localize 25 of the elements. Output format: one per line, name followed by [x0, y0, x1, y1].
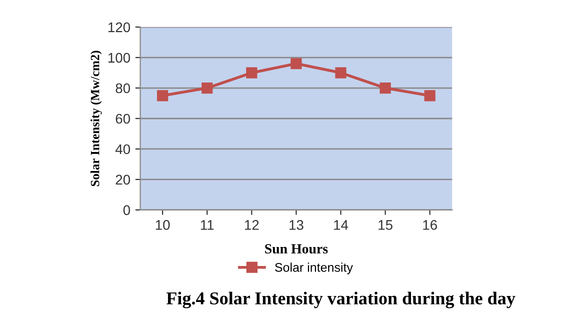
x-tick-label: 13	[290, 220, 304, 230]
y-tick-label: 0	[123, 205, 130, 216]
x-axis-title: Sun Hours	[265, 244, 328, 254]
y-tick-label: 100	[108, 52, 130, 63]
x-tick-label: 16	[423, 220, 437, 230]
point	[246, 67, 258, 78]
text: Fig.4 Solar Intensity variation during the day	[166, 292, 516, 308]
y-axis-title: Solar Intensity (Mw/cm2)	[90, 50, 102, 186]
point	[157, 90, 168, 102]
x-tick-label: 10	[156, 220, 170, 230]
point	[424, 90, 436, 102]
x-tick-label: 14	[334, 220, 348, 230]
point	[335, 67, 346, 78]
y-tick-label: 120	[108, 22, 130, 32]
x-tick-label: 15	[378, 220, 392, 230]
y-tick-label: 40	[115, 144, 130, 154]
y-tick-label: 60	[116, 114, 130, 124]
legend-label: Solar intensity	[275, 262, 353, 274]
x-tick-label: 11	[200, 220, 214, 230]
point	[290, 58, 302, 70]
point	[380, 82, 391, 94]
point	[202, 82, 213, 94]
x-tick-label: 12	[245, 220, 259, 230]
y-tick-label: 80	[116, 83, 130, 94]
y-tick-label: 20	[116, 174, 130, 185]
